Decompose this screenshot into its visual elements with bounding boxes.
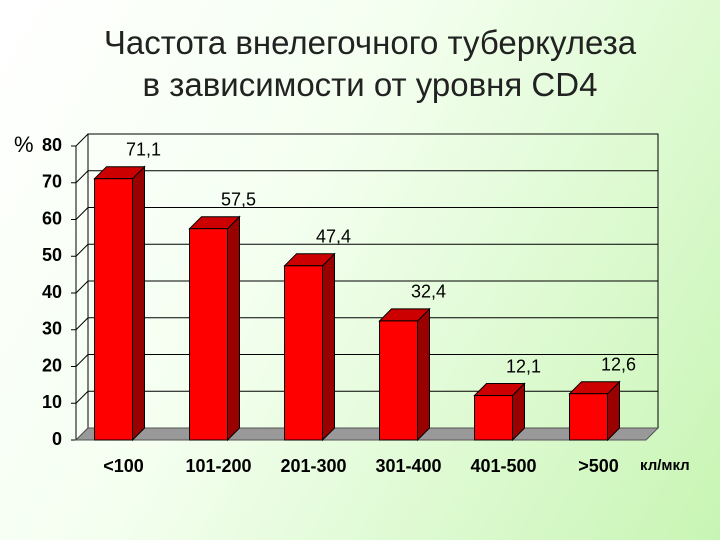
y-tick-label: 70 [42,172,62,192]
bar [379,320,418,441]
bar [189,228,228,441]
grid-line [75,390,89,404]
x-tick-label: <100 [103,456,144,476]
data-label: 57,5 [221,189,256,209]
bar [94,178,133,441]
x-axis-label: кл/мкл [640,457,690,474]
grid-line [75,243,89,257]
grid-line [75,170,89,184]
x-tick-label: 101-200 [185,456,251,476]
bar-side [227,215,240,442]
bar-3d [378,307,431,442]
y-tick-label: 50 [42,245,62,265]
x-tick-label: 201-300 [280,456,346,476]
bar-side [132,165,145,442]
bar-3d [188,215,241,442]
bar [569,393,608,441]
grid-line [75,280,89,294]
x-tick-label: 301-400 [375,456,441,476]
y-axis-label: % [14,132,34,157]
grid-line [75,354,89,367]
y-tick-label: 80 [42,135,62,155]
bar [474,395,513,441]
y-tick-label: 40 [42,282,62,302]
y-tick-label: 30 [42,319,62,339]
grid-line [75,317,89,331]
bar-side [322,252,335,442]
x-tick-label: >500 [578,456,619,476]
data-label: 32,4 [411,282,446,302]
bar-side [417,307,430,442]
y-tick-label: 20 [42,355,62,375]
y-tick-label: 10 [42,392,62,412]
grid-line [75,207,89,220]
grid-line [75,133,89,147]
bar-3d [568,380,621,442]
y-tick-label: 60 [42,208,62,228]
data-label: 71,1 [126,139,161,159]
bar-3d [473,382,526,442]
x-tick-label: 401-500 [470,456,536,476]
bar [284,265,323,441]
data-label: 47,4 [316,227,351,247]
y-tick-label: 0 [52,429,62,449]
data-label: 12,6 [601,354,636,374]
chart-title: Частота внелегочного туберкулеза в завис… [103,24,637,103]
data-label: 12,1 [506,356,541,376]
